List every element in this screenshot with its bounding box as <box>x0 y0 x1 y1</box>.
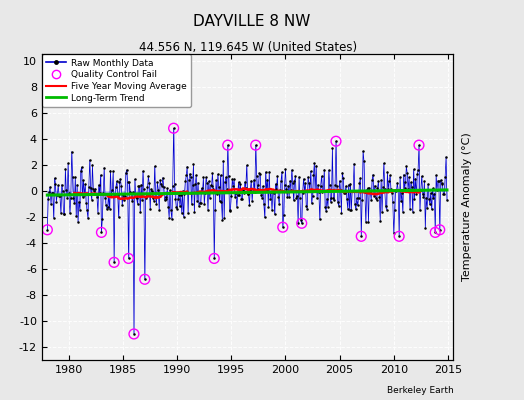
Point <box>332 138 340 144</box>
Point <box>110 259 118 266</box>
Point <box>169 125 178 132</box>
Point <box>279 224 287 230</box>
Point <box>431 229 440 236</box>
Point <box>210 255 219 262</box>
Point <box>252 142 260 148</box>
Point <box>130 331 138 337</box>
Point <box>224 142 232 148</box>
Point <box>357 233 365 240</box>
Point <box>97 229 106 236</box>
Y-axis label: Temperature Anomaly (°C): Temperature Anomaly (°C) <box>462 133 472 281</box>
Point <box>298 220 306 226</box>
Legend: Raw Monthly Data, Quality Control Fail, Five Year Moving Average, Long-Term Tren: Raw Monthly Data, Quality Control Fail, … <box>42 54 191 107</box>
Point <box>435 226 444 233</box>
Text: Berkeley Earth: Berkeley Earth <box>387 386 453 395</box>
Point <box>124 255 133 262</box>
Point <box>415 142 423 148</box>
Point <box>43 226 51 233</box>
Title: 44.556 N, 119.645 W (United States): 44.556 N, 119.645 W (United States) <box>138 41 357 54</box>
Text: DAYVILLE 8 NW: DAYVILLE 8 NW <box>193 14 310 29</box>
Point <box>395 233 403 240</box>
Point <box>140 276 149 282</box>
